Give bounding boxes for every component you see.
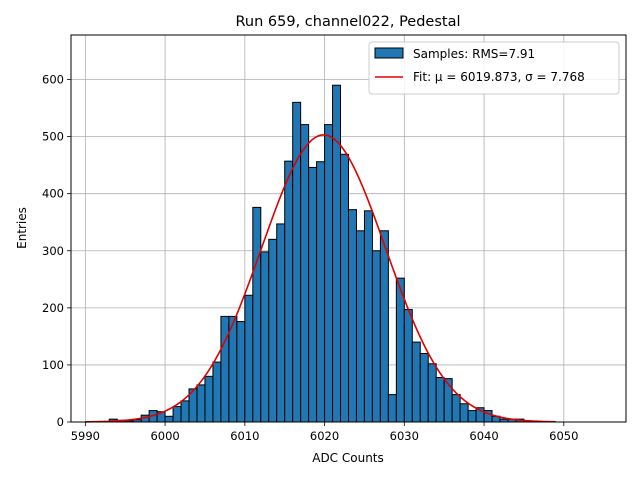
histogram-bar <box>348 209 357 423</box>
histogram-bar <box>180 400 190 423</box>
x-tick-label: 6030 <box>390 429 419 443</box>
y-tick-label: 100 <box>42 358 64 372</box>
histogram-bars <box>108 84 541 423</box>
histogram-bar <box>316 161 326 423</box>
y-axis-ticks: 0 100 200 300 400 500 600 <box>42 73 71 429</box>
y-tick-label: 500 <box>42 130 64 144</box>
histogram-bar <box>252 206 262 423</box>
x-tick-label: 6010 <box>230 429 259 443</box>
x-tick-label: 6000 <box>150 429 179 443</box>
histogram-bar <box>292 101 302 423</box>
y-tick-label: 200 <box>42 301 64 315</box>
histogram-bar <box>355 230 365 423</box>
histogram-bar <box>260 251 270 423</box>
y-tick-label: 0 <box>57 415 64 429</box>
histogram-bar <box>395 277 405 423</box>
histogram-bar <box>220 315 230 423</box>
histogram-bar <box>284 160 294 423</box>
legend-fit-label: Fit: μ = 6019.873, σ = 7.768 <box>413 70 585 84</box>
histogram-bar <box>332 84 342 423</box>
histogram-bar <box>435 376 445 423</box>
histogram-bar <box>228 315 238 423</box>
histogram-bar <box>268 238 278 423</box>
y-axis-label: Entries <box>15 207 29 249</box>
histogram-bar <box>300 124 310 423</box>
histogram-bar <box>363 210 373 423</box>
histogram-bar <box>308 166 318 423</box>
histogram-bar <box>467 410 477 423</box>
histogram-bar <box>387 394 397 423</box>
histogram-bar <box>379 230 389 423</box>
chart-title: Run 659, channel022, Pedestal <box>235 14 460 30</box>
histogram-bar <box>403 309 413 423</box>
histogram-bar <box>324 124 334 423</box>
y-tick-label: 400 <box>42 187 64 201</box>
histogram-bar <box>419 353 429 423</box>
histogram-bar <box>244 294 254 423</box>
histogram-bar <box>371 250 381 423</box>
histogram-bar <box>196 384 206 423</box>
y-tick-label: 300 <box>42 244 64 258</box>
x-tick-label: 6040 <box>469 429 498 443</box>
x-tick-label: 6020 <box>310 429 339 443</box>
histogram-bar <box>411 341 421 423</box>
histogram-bar <box>212 361 222 423</box>
fit-curve <box>85 134 556 423</box>
histogram-bar <box>172 406 182 423</box>
histogram-bar <box>204 375 214 423</box>
x-tick-label: 6050 <box>549 429 578 443</box>
legend-histogram-label: Samples: RMS=7.91 <box>413 47 535 61</box>
x-axis-label: ADC Counts <box>312 451 384 465</box>
plot-frame <box>70 34 627 423</box>
histogram-bar <box>451 394 461 423</box>
histogram-bar <box>427 363 437 423</box>
y-tick-label: 600 <box>42 73 64 87</box>
legend-histogram-swatch <box>374 47 404 59</box>
legend: Samples: RMS=7.91 Fit: μ = 6019.873, σ =… <box>368 41 620 95</box>
histogram-bar <box>236 321 246 423</box>
histogram-bar <box>276 223 286 423</box>
histogram-bar <box>459 403 469 423</box>
x-tick-label: 5990 <box>71 429 100 443</box>
histogram-bar <box>164 415 174 423</box>
legend-box <box>368 41 620 95</box>
x-axis-ticks: 5990 6000 6010 6020 6030 6040 6050 <box>71 422 578 443</box>
histogram-bar <box>340 153 349 423</box>
